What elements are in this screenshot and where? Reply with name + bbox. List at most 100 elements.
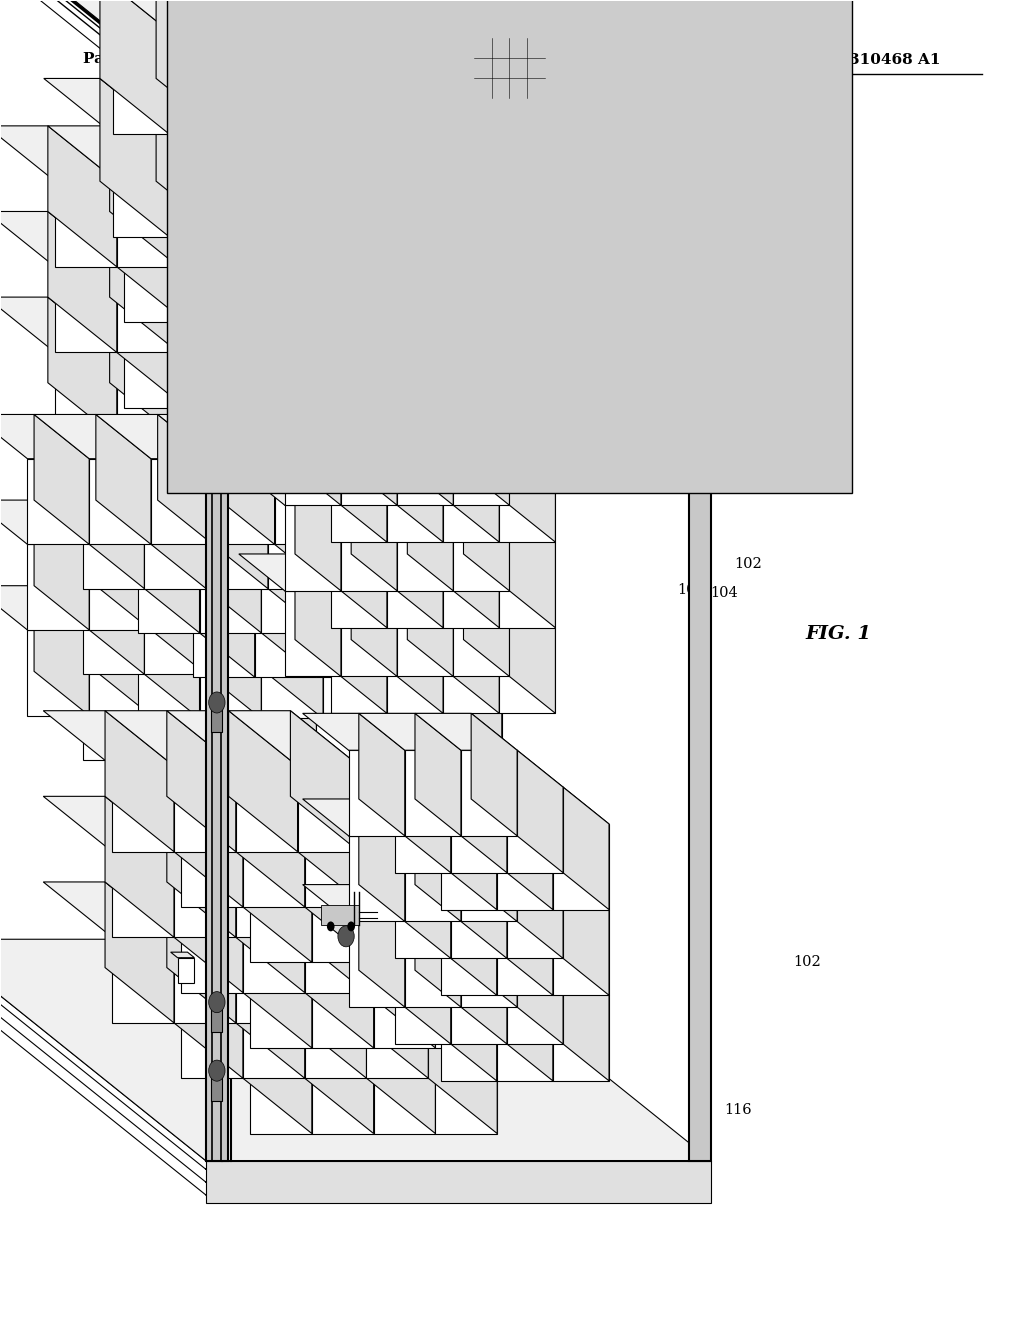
Polygon shape xyxy=(28,459,144,503)
Polygon shape xyxy=(348,836,451,873)
Polygon shape xyxy=(34,586,151,630)
Polygon shape xyxy=(55,352,117,438)
Polygon shape xyxy=(193,292,255,378)
Polygon shape xyxy=(169,32,238,189)
Polygon shape xyxy=(387,457,443,543)
Polygon shape xyxy=(316,591,378,677)
Polygon shape xyxy=(261,548,316,677)
Polygon shape xyxy=(341,591,443,628)
Polygon shape xyxy=(117,352,185,494)
Text: 116: 116 xyxy=(301,873,329,887)
Polygon shape xyxy=(428,993,498,1134)
Polygon shape xyxy=(28,630,89,715)
Polygon shape xyxy=(225,133,282,236)
Polygon shape xyxy=(239,469,341,506)
Polygon shape xyxy=(185,322,316,378)
Polygon shape xyxy=(291,882,359,1023)
Polygon shape xyxy=(137,632,200,718)
Polygon shape xyxy=(144,675,206,760)
Polygon shape xyxy=(100,78,169,236)
Polygon shape xyxy=(151,630,213,715)
Polygon shape xyxy=(402,230,449,352)
Polygon shape xyxy=(348,921,451,958)
Polygon shape xyxy=(144,503,200,632)
Polygon shape xyxy=(158,500,213,630)
Polygon shape xyxy=(255,763,316,849)
Polygon shape xyxy=(282,32,350,189)
Polygon shape xyxy=(113,766,174,851)
Polygon shape xyxy=(236,766,305,907)
Polygon shape xyxy=(397,591,443,713)
Polygon shape xyxy=(178,352,309,408)
Polygon shape xyxy=(305,907,435,962)
Polygon shape xyxy=(324,718,385,804)
Polygon shape xyxy=(336,267,392,352)
Polygon shape xyxy=(167,882,298,937)
Polygon shape xyxy=(185,236,316,292)
Circle shape xyxy=(327,921,335,932)
Polygon shape xyxy=(181,993,243,1078)
Polygon shape xyxy=(0,500,89,544)
Polygon shape xyxy=(200,718,316,763)
Polygon shape xyxy=(336,544,391,675)
Polygon shape xyxy=(348,750,404,836)
Polygon shape xyxy=(274,630,330,760)
Polygon shape xyxy=(446,632,502,763)
Polygon shape xyxy=(378,763,440,849)
Text: 100: 100 xyxy=(139,391,170,407)
Polygon shape xyxy=(178,181,248,322)
Polygon shape xyxy=(193,677,255,763)
Polygon shape xyxy=(206,589,324,632)
Polygon shape xyxy=(461,750,507,873)
Polygon shape xyxy=(238,189,294,292)
Polygon shape xyxy=(471,284,482,310)
Text: 106: 106 xyxy=(553,141,581,156)
Polygon shape xyxy=(282,0,350,86)
Polygon shape xyxy=(378,463,440,549)
Polygon shape xyxy=(268,675,385,718)
Polygon shape xyxy=(385,632,502,677)
Polygon shape xyxy=(105,796,174,937)
Polygon shape xyxy=(282,32,337,133)
Polygon shape xyxy=(228,796,359,851)
Polygon shape xyxy=(181,189,307,244)
Polygon shape xyxy=(309,322,378,463)
Polygon shape xyxy=(96,586,151,715)
Polygon shape xyxy=(294,189,350,292)
Polygon shape xyxy=(156,0,282,32)
Polygon shape xyxy=(404,836,451,958)
Polygon shape xyxy=(255,292,316,378)
Polygon shape xyxy=(28,630,144,675)
Text: 112: 112 xyxy=(614,313,642,327)
Polygon shape xyxy=(282,32,407,86)
Polygon shape xyxy=(341,420,387,543)
Polygon shape xyxy=(200,632,255,763)
Polygon shape xyxy=(435,962,498,1048)
Polygon shape xyxy=(336,352,392,438)
Polygon shape xyxy=(174,937,236,1023)
Polygon shape xyxy=(158,586,213,715)
Polygon shape xyxy=(228,710,359,766)
Polygon shape xyxy=(298,766,428,821)
Polygon shape xyxy=(178,352,248,494)
Polygon shape xyxy=(185,236,255,378)
Polygon shape xyxy=(113,851,174,937)
Polygon shape xyxy=(274,459,391,503)
Polygon shape xyxy=(96,414,213,459)
Polygon shape xyxy=(0,0,206,1160)
Polygon shape xyxy=(181,821,243,907)
Polygon shape xyxy=(193,463,255,549)
Polygon shape xyxy=(243,993,305,1078)
Polygon shape xyxy=(174,937,243,1078)
Polygon shape xyxy=(206,675,324,718)
Polygon shape xyxy=(89,544,206,589)
Polygon shape xyxy=(330,503,391,589)
Polygon shape xyxy=(324,548,378,677)
Polygon shape xyxy=(105,882,236,937)
Polygon shape xyxy=(181,86,238,189)
Polygon shape xyxy=(151,630,206,760)
Polygon shape xyxy=(261,632,316,763)
Polygon shape xyxy=(312,962,374,1048)
Text: 116: 116 xyxy=(760,441,787,455)
Polygon shape xyxy=(341,506,387,628)
